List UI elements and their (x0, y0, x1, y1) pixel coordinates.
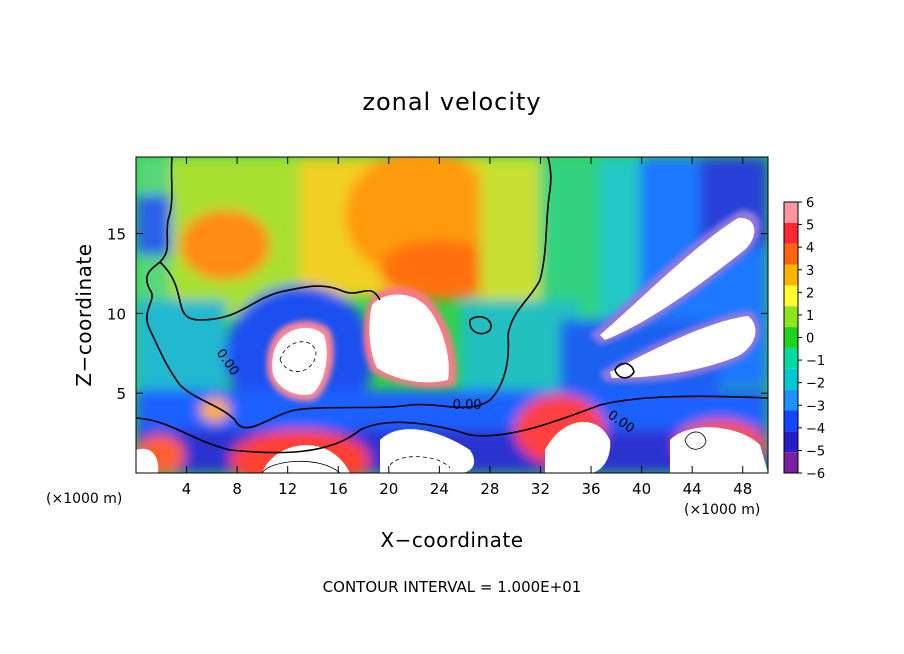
colorbar-segment (784, 431, 798, 453)
colorbar-tick-label: 5 (806, 219, 814, 234)
x-tick-label: 12 (278, 480, 297, 498)
x-tick-label: 20 (379, 480, 398, 498)
y-axis-label: Z−coordinate (72, 243, 96, 387)
colorbar-segment (784, 202, 798, 223)
colorbar-tick-label: 2 (806, 286, 814, 301)
colorbar-segment (784, 306, 798, 328)
contour-label: 0.00 (453, 398, 482, 413)
chart-title: zonal velocity (362, 88, 542, 116)
colorbar-segment (784, 243, 798, 265)
x-tick-label: 28 (480, 480, 499, 498)
colorbar-tick-label: −5 (806, 444, 825, 459)
velocity-field (136, 157, 768, 473)
contour-interval-note: CONTOUR INTERVAL = 1.000E+01 (322, 578, 582, 596)
y-tick-label: 5 (116, 385, 126, 403)
colorbar-segment (784, 285, 798, 307)
y-tick-label: 10 (107, 305, 126, 323)
zero-contours (136, 157, 768, 454)
x-unit-label-left: (×1000 m) (46, 491, 123, 507)
colorbar-tick-label: 4 (806, 241, 814, 256)
colorbar-segment (784, 410, 798, 432)
colorbar-tick-label: −6 (806, 467, 825, 482)
colorbar: 6 5 4 3 2 1 0 −1 −2 −3 −4 −5 −6 (783, 196, 825, 482)
x-tick-label: 32 (531, 480, 550, 498)
colorbar-tick-label: −2 (806, 377, 825, 392)
colorbar-segment (784, 368, 798, 390)
colorbar-tick-label: −4 (806, 422, 825, 437)
colorbar-tick-label: 1 (806, 309, 814, 324)
colorbar-segment (784, 327, 798, 348)
x-tick-label: 40 (632, 480, 651, 498)
y-tick-label: 15 (107, 226, 126, 244)
x-axis-label: X−coordinate (380, 528, 524, 552)
x-tick-label: 36 (581, 480, 600, 498)
colorbar-segment (784, 389, 798, 411)
colorbar-segment (784, 452, 798, 473)
x-unit-label-right: (×1000 m) (684, 502, 761, 518)
colorbar-tick-label: 3 (806, 264, 814, 279)
colorbar-segment (784, 347, 798, 369)
colorbar-tick-label: 6 (806, 196, 814, 211)
colorbar-segment (784, 222, 798, 244)
x-tick-label: 48 (733, 480, 752, 498)
x-tick-label: 8 (232, 480, 242, 498)
colorbar-segment (784, 264, 798, 286)
x-tick-label: 16 (329, 480, 348, 498)
colorbar-tick-label: 0 (806, 332, 814, 347)
x-tick-label: 44 (683, 480, 702, 498)
x-tick-label: 24 (430, 480, 449, 498)
colorbar-tick-label: −3 (806, 399, 825, 414)
colorbar-tick-label: −1 (806, 354, 825, 369)
plot-frame (135, 156, 769, 474)
x-tick-label: 4 (182, 480, 192, 498)
